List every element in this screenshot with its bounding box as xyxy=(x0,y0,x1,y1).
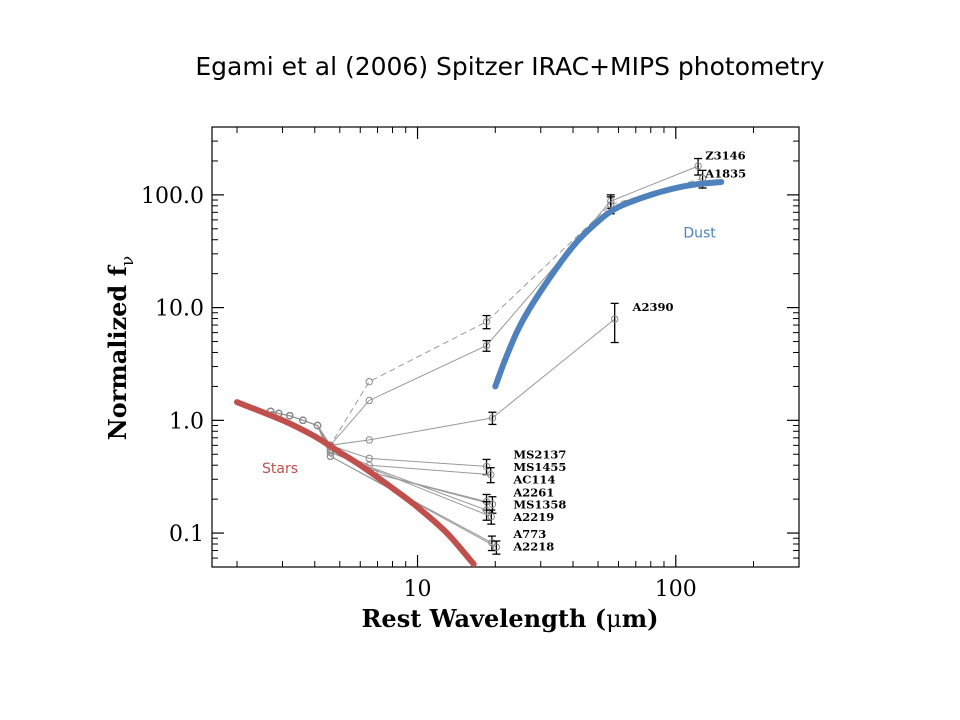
data-point xyxy=(610,315,619,323)
series-label-z3146: Z3146 xyxy=(705,149,745,163)
series-label-a2219: A2219 xyxy=(512,510,554,524)
series-label-ms1358: MS1358 xyxy=(513,498,566,512)
data-point xyxy=(694,162,702,170)
data-point xyxy=(487,512,495,521)
data-point xyxy=(488,500,497,508)
data-point xyxy=(286,411,294,420)
y-tick-label: 100.0 xyxy=(141,184,204,209)
slide-title: Egami et al (2006) Spitzer IRAC+MIPS pho… xyxy=(195,52,825,81)
minor-ticks xyxy=(212,127,799,567)
data-point xyxy=(492,543,501,551)
series-label-a2261: A2261 xyxy=(512,485,554,499)
data-point xyxy=(482,462,491,471)
data-point xyxy=(299,416,307,425)
data-point xyxy=(326,452,335,460)
series-line xyxy=(270,410,487,511)
data-point xyxy=(365,396,373,405)
y-tick-label: 10.0 xyxy=(155,297,204,322)
y-tick-label: 1.0 xyxy=(169,409,204,434)
dust-label: Dust xyxy=(683,225,716,241)
data-point xyxy=(607,200,615,209)
data-point xyxy=(486,470,495,479)
y-tick-label: 0.1 xyxy=(169,522,204,547)
series-label-group: Z3146 A1835 A2390 MS2137MS1455AC114A2261MS1… xyxy=(512,149,746,554)
major-ticks xyxy=(212,127,799,567)
series-label-ms2137: MS2137 xyxy=(513,447,566,461)
x-axis-label: Rest Wavelength (μm) xyxy=(361,604,658,633)
series-line xyxy=(270,410,493,505)
series-line xyxy=(270,410,487,467)
data-point xyxy=(365,436,373,444)
series-a2261 xyxy=(266,407,497,514)
x-tick-label: 100 xyxy=(655,577,697,602)
stars-curve xyxy=(234,399,477,568)
data-point xyxy=(313,421,322,430)
data-point xyxy=(482,317,491,326)
y-axis-label: Normalized fν xyxy=(103,256,138,440)
series-label-a773: A773 xyxy=(512,527,546,541)
x-tick-label: 10 xyxy=(404,577,432,602)
series-label-ac114: AC114 xyxy=(512,473,555,487)
plot-frame xyxy=(211,126,800,568)
series-label-a1835: A1835 xyxy=(704,167,746,181)
series-line xyxy=(270,410,497,548)
series-label-a2218: A2218 xyxy=(512,540,554,554)
series-label-ms1455: MS1455 xyxy=(513,460,566,474)
data-point xyxy=(488,414,497,422)
series-group xyxy=(266,157,707,555)
series-line xyxy=(270,318,616,446)
dust-curve xyxy=(492,179,725,390)
series-label-a2390: A2390 xyxy=(632,300,674,314)
data-point xyxy=(365,378,373,386)
stars-label: Stars xyxy=(262,461,298,477)
overlay-group: Stars Dust xyxy=(234,179,725,568)
tick-labels: 10 100 0.1 1.0 10.0 100.0 xyxy=(141,184,697,602)
data-point xyxy=(482,341,491,350)
